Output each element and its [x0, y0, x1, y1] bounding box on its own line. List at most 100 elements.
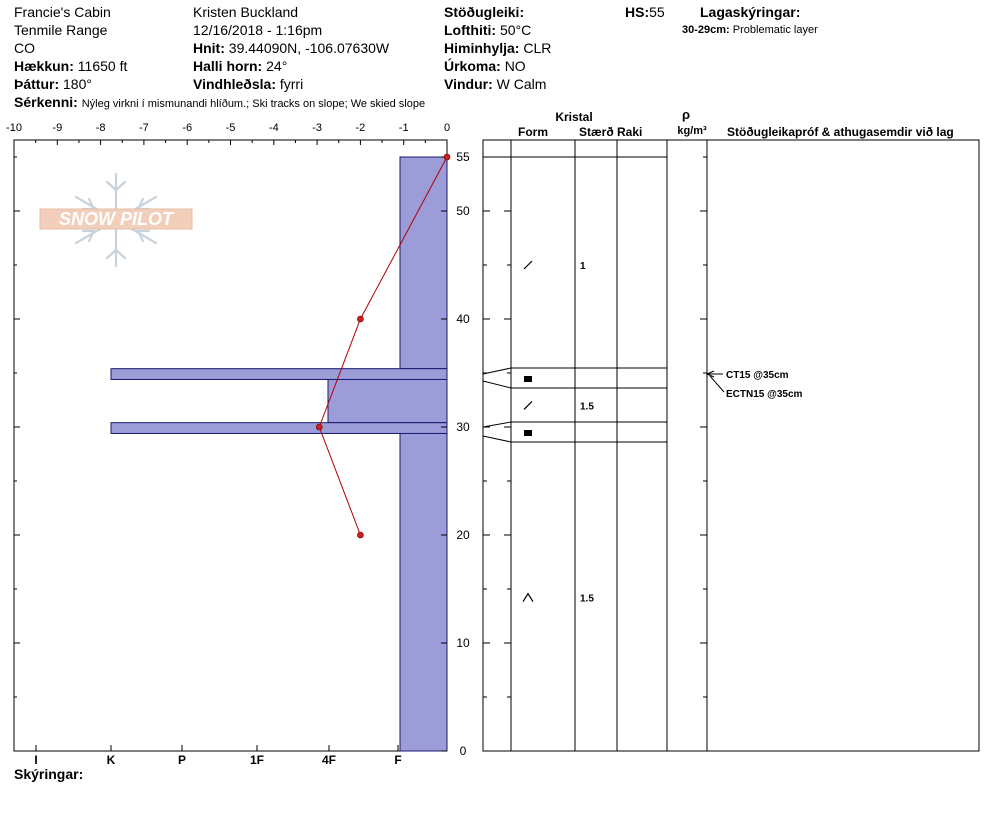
depth-axis: 0 10 20 30 40 50 55 — [441, 150, 470, 758]
hs-label: HS: — [625, 4, 650, 20]
elevation-value: 11650 ft — [77, 58, 128, 74]
hardness-label: I — [34, 753, 37, 767]
temperature-axis: -10 -9 -8 -7 -6 -5 -4 -3 -2 -1 0 — [6, 122, 450, 145]
temp-tick-label: -5 — [226, 122, 236, 134]
crystal-size: 1 — [580, 261, 586, 272]
hardness-bar — [327, 378, 448, 424]
crystal-form-symbol — [522, 592, 534, 602]
coords-label: Hnit: — [193, 40, 225, 56]
table-depth-ticks — [483, 156, 707, 698]
elevation-label: Hækkun: — [14, 58, 74, 74]
observer-name: Kristen Buckland — [193, 4, 299, 20]
slope-value: 24° — [266, 58, 288, 74]
air-temp-label: Lofthiti: — [444, 22, 497, 38]
hardness-label: P — [178, 753, 186, 767]
precip-label: Úrkoma: — [444, 58, 501, 74]
snowpilot-logo: SNOW PILOT — [39, 172, 193, 268]
graph-frame — [13, 139, 448, 752]
temp-tick-label: -8 — [96, 122, 106, 134]
layer-crystals: 1 1.5 1.5 — [522, 260, 594, 605]
coordinates: Hnit: 39.44090N, -106.07630W — [193, 40, 389, 56]
density-symbol: ρ — [682, 107, 690, 122]
layer-notes-label: Lagaskýringar: — [700, 4, 801, 20]
air-temp-value: 50°C — [499, 22, 532, 38]
layer-boundaries — [482, 156, 667, 443]
layer-note-range: 30-29cm: — [682, 24, 730, 36]
hardness-label: 1F — [250, 753, 264, 767]
location-name: Francie's Cabin — [14, 4, 111, 20]
hardness-label: F — [394, 753, 401, 767]
temperature-point — [357, 315, 364, 323]
precip-value: NO — [504, 58, 526, 74]
hardness-axis: I K P 1F 4F F — [34, 745, 402, 767]
logo-band — [39, 208, 193, 230]
crystal-form-symbol — [523, 400, 533, 410]
left-depth-ticks — [14, 156, 20, 698]
tests-header: Stöðugleikapróf & athugasemdir við lag — [727, 125, 954, 139]
stability-tests: CT15 @35cm ECTN15 @35cm — [705, 370, 803, 400]
depth-tick-label: 30 — [456, 420, 470, 434]
temp-tick-label: -6 — [182, 122, 192, 134]
test-pointer — [709, 375, 725, 393]
observation-datetime: 12/16/2018 - 1:16pm — [193, 22, 323, 38]
hardness-bar — [399, 156, 448, 370]
depth-tick-label: 40 — [456, 312, 470, 326]
elevation: Hækkun: 11650 ft — [14, 58, 127, 74]
hardness-bar — [399, 432, 448, 752]
crystal-header: Kristal — [555, 110, 592, 124]
layer-boundary-connector — [482, 367, 512, 375]
temperature-point — [357, 531, 364, 539]
crystal-size: 1.5 — [580, 401, 594, 412]
stability-label: Stöðugleiki: — [444, 4, 525, 20]
aspect-label: Þáttur: — [14, 76, 60, 92]
sky-label: Himinhylja: — [444, 40, 520, 56]
temperature-line — [315, 153, 451, 539]
stability-test-label: ECTN15 @35cm — [726, 389, 803, 400]
hardness-label: 4F — [322, 753, 336, 767]
temp-tick-label: -10 — [6, 122, 22, 134]
wind-label: Vindur: — [444, 76, 493, 92]
features: Sérkenni: Nýleg virkni í mismunandi hlíð… — [14, 94, 425, 111]
snow-height: HS:55 — [625, 4, 665, 20]
layer-note-text: Problematic layer — [732, 24, 818, 36]
depth-tick-label: 10 — [456, 636, 470, 650]
wind-loading: Vindhleðsla: fyrri — [193, 76, 303, 92]
temperature-point — [315, 423, 323, 431]
depth-tick-label: 55 — [456, 150, 470, 164]
slope-label: Halli horn: — [193, 58, 263, 74]
hardness-bar — [110, 422, 448, 434]
stability-test-label: CT15 @35cm — [726, 370, 789, 381]
layer-boundary-connector — [482, 435, 512, 443]
temp-tick-label: -4 — [269, 122, 279, 134]
temp-tick-label: -3 — [312, 122, 322, 134]
temp-tick-label: -7 — [139, 122, 149, 134]
aspect: Þáttur: 180° — [14, 76, 92, 92]
notes-label: Skýringar: — [14, 766, 84, 782]
hardness-bar — [110, 368, 448, 380]
form-header: Form — [518, 125, 548, 139]
sky-cover: Himinhylja: CLR — [444, 40, 551, 56]
slope-angle: Halli horn: 24° — [193, 58, 287, 74]
hs-value: 55 — [649, 4, 665, 20]
test-arrow — [705, 370, 715, 378]
features-value: Nýleg virkni í mismunandi hlíðum.; Ski t… — [81, 98, 426, 110]
temperature-point — [443, 153, 451, 161]
range-name: Tenmile Range — [14, 22, 108, 38]
moisture-header: Raki — [617, 125, 642, 139]
precipitation: Úrkoma: NO — [444, 58, 526, 74]
layer-boundary-connector — [482, 380, 512, 389]
crystal-form-symbol — [524, 430, 532, 436]
depth-tick-label: 0 — [460, 744, 467, 758]
temp-tick-label: -1 — [399, 122, 409, 134]
layer-boundary-connector — [482, 421, 512, 428]
temp-tick-label: -9 — [52, 122, 62, 134]
coords-value: 39.44090N, -106.07630W — [228, 40, 390, 56]
density-unit: kg/m³ — [677, 125, 707, 137]
aspect-value: 180° — [63, 76, 92, 92]
logo-text: SNOW PILOT — [59, 209, 175, 229]
layer-note: 30-29cm: Problematic layer — [682, 24, 818, 37]
features-label: Sérkenni: — [14, 94, 78, 110]
hardness-bars — [110, 156, 448, 752]
wind: Vindur: W Calm — [444, 76, 546, 92]
